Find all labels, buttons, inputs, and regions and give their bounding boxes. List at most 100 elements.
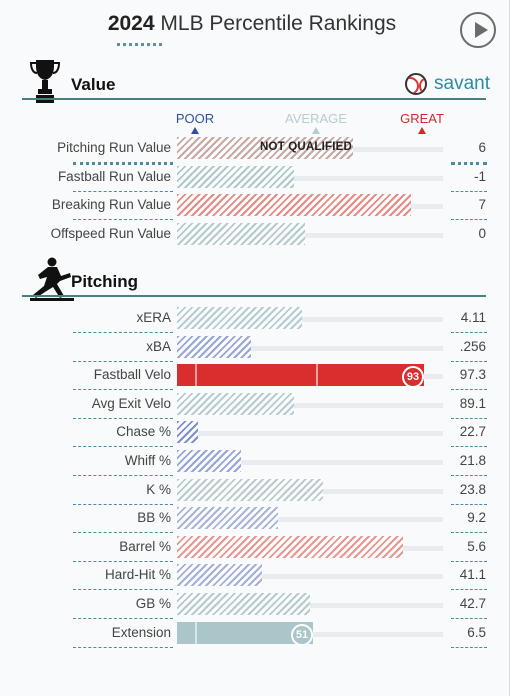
bar-tick [316,364,318,387]
row-divider [451,618,487,619]
metric-row[interactable]: Avg Exit Velo 89.1 [0,392,510,419]
percentile-bar [177,364,424,387]
metric-row[interactable]: GB % 42.7 [0,592,510,619]
metric-row[interactable]: Offspeed Run Value 0 [0,222,510,248]
metric-value: 0 [478,225,486,241]
metric-value: 6.5 [467,624,486,640]
value-section-header: Value [22,58,486,103]
metric-name: Offspeed Run Value [50,225,171,241]
metric-value: 22.7 [459,424,486,440]
percentile-bar [177,137,353,159]
row-divider [73,503,173,505]
metric-row[interactable]: K % 23.8 [0,478,510,505]
metric-value: 41.1 [459,567,486,583]
metric-name: GB % [135,596,171,611]
metric-value: .256 [459,338,486,354]
metric-name: Whiff % [124,453,171,468]
metric-name: BB % [137,510,171,526]
metric-name: Barrel % [119,538,171,554]
row-divider [73,646,173,648]
bar-tick [195,364,197,387]
row-divider [451,389,487,391]
row-divider [73,589,173,591]
percentile-track [177,402,443,408]
percentile-track [177,232,443,238]
percentile-bar [177,621,313,644]
metric-value: -1 [473,168,486,184]
play-button[interactable] [460,12,496,48]
savant-label: savant [434,73,490,94]
metric-value: 42.7 [459,596,486,611]
legend-average-label: AVERAGE [285,111,347,126]
percentile-bar [177,222,305,245]
percentile-bar [177,507,278,530]
percentile-bar [177,450,241,472]
metric-name: Extension [111,624,171,640]
metric-name: Chase % [116,424,171,440]
bar-tick [195,621,197,644]
row-divider [73,190,173,192]
row-divider [451,589,487,591]
percentile-bar [177,535,403,558]
year-selector-underline[interactable] [117,43,162,46]
percentile-track [177,175,443,181]
row-divider [73,618,173,619]
metric-row[interactable]: BB % 9.2 [0,506,510,534]
metric-name: Avg Exit Velo [91,395,171,411]
pitching-section-header: Pitching [22,256,486,301]
row-divider [73,219,173,220]
metric-row[interactable]: xBA .256 [0,335,510,362]
percentile-track [177,317,443,322]
metric-row[interactable]: Breaking Run Value 7 [0,193,510,220]
percentile-badge: 51 [291,623,313,646]
legend-poor: POOR [160,111,230,134]
row-divider [451,532,487,534]
metric-name: Fastball Run Value [57,168,171,184]
row-divider [73,389,173,391]
metric-row[interactable]: Hard-Hit % 41.1 [0,563,510,591]
row-divider [451,219,487,220]
section-label-pitching: Pitching [71,272,139,291]
percentile-track [177,345,443,351]
metric-row[interactable]: Chase % 22.7 [0,420,510,448]
percentile-track [177,574,443,580]
metric-value: 5.6 [467,538,486,554]
row-divider [451,332,487,333]
baseball-icon [405,73,427,95]
metric-value: 7 [478,197,486,212]
row-divider [451,446,487,448]
metric-value: 89.1 [459,395,486,411]
row-divider [451,475,487,476]
percentile-track [177,431,443,437]
title-text: MLB Percentile Rankings [160,12,397,35]
metric-value: 23.8 [459,481,486,497]
percentile-badge: 93 [402,366,424,389]
percentile-bar [177,165,294,188]
percentile-bar [177,194,411,216]
metric-row[interactable]: Fastball Run Value -1 [0,165,510,192]
metric-name: xERA [136,310,171,325]
metric-value: 9.2 [467,510,486,526]
percentile-bar [177,593,310,615]
metric-row[interactable]: Whiff % 21.8 [0,449,510,476]
row-divider [73,332,173,333]
row-divider [451,417,487,419]
row-divider [451,560,487,562]
pitcher-icon [30,257,74,301]
metric-row[interactable]: Barrel % 5.6 [0,535,510,562]
percentile-bar [177,421,198,444]
percentile-track [177,460,443,465]
row-divider [73,162,173,165]
percentile-track [177,517,443,523]
metric-row[interactable]: xERA 4.11 [0,306,510,333]
percentile-bar [177,564,262,587]
metric-row[interactable]: Fastball Velo 93 97.3 [0,363,510,391]
metric-value: 21.8 [459,453,486,468]
row-divider [73,417,173,419]
metric-value: 4.11 [460,310,486,325]
not-qualified-label: NOT QUALIFIED [260,141,353,153]
metric-row[interactable]: Pitching Run Value NOT QUALIFIED 6 [0,136,510,165]
percentile-bar [177,307,302,329]
row-divider [73,560,173,562]
metric-row[interactable]: Extension 51 6.5 [0,621,510,648]
